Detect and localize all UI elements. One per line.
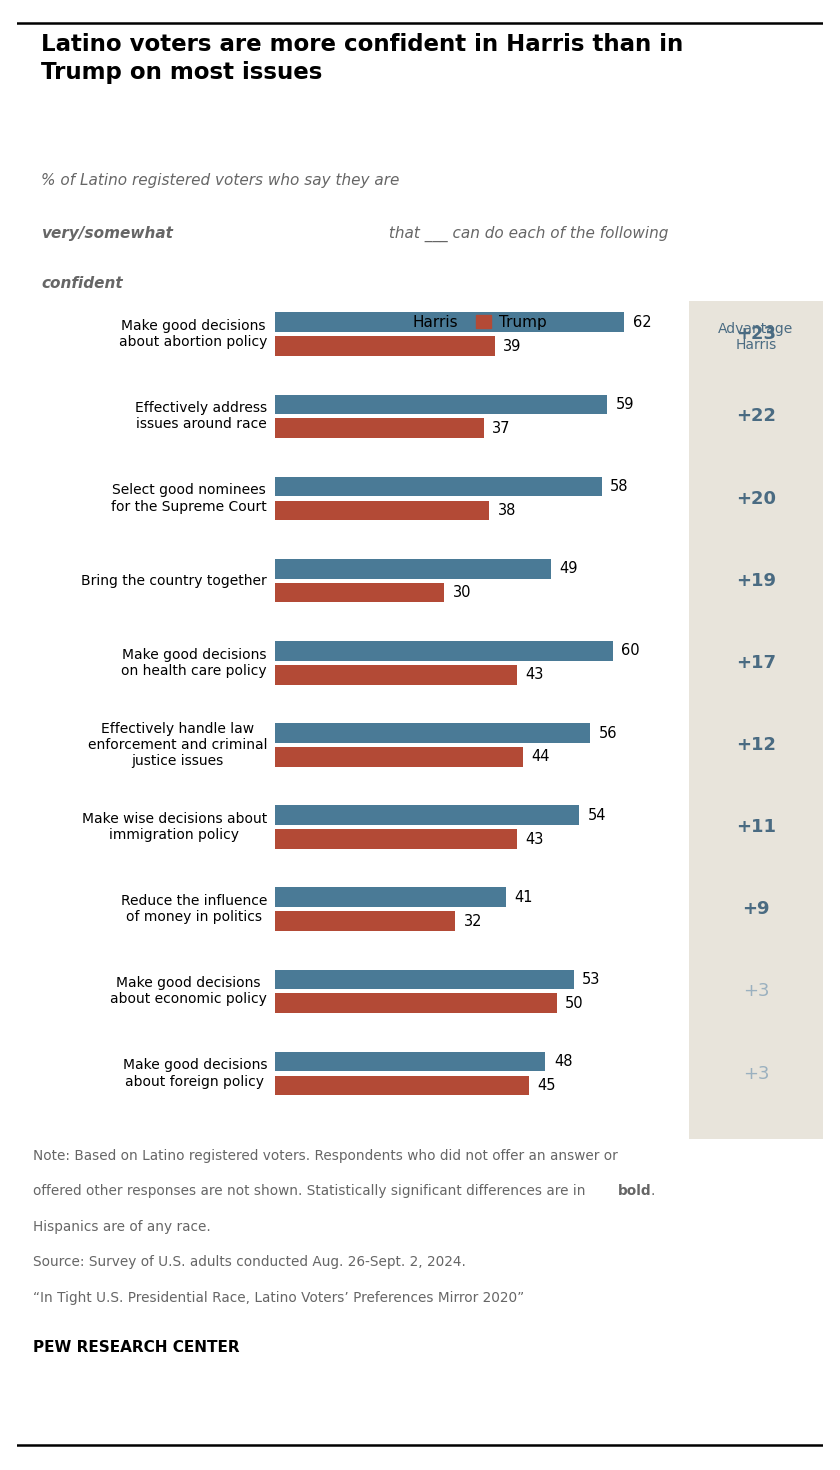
Text: Make wise decisions about
immigration policy: Make wise decisions about immigration po… xyxy=(81,811,267,842)
Text: 30: 30 xyxy=(453,585,471,600)
Bar xyxy=(276,723,591,742)
Text: PEW RESEARCH CENTER: PEW RESEARCH CENTER xyxy=(33,1341,239,1355)
Text: offered other responses are not shown. Statistically significant differences are: offered other responses are not shown. S… xyxy=(33,1183,590,1198)
Text: 58: 58 xyxy=(610,479,628,494)
Text: +23: +23 xyxy=(736,325,776,343)
Text: 53: 53 xyxy=(582,972,601,986)
Bar xyxy=(276,582,444,603)
Text: 38: 38 xyxy=(497,503,516,517)
Bar xyxy=(276,641,613,660)
Bar xyxy=(276,394,607,415)
Bar xyxy=(276,419,484,438)
Text: Latino voters are more confident in Harris than in
Trump on most issues: Latino voters are more confident in Harr… xyxy=(41,34,683,84)
Bar xyxy=(276,501,489,520)
Bar xyxy=(276,829,517,848)
Text: 37: 37 xyxy=(492,420,511,435)
Bar xyxy=(276,994,557,1013)
Bar xyxy=(276,664,517,685)
Text: +22: +22 xyxy=(736,407,776,425)
Text: 59: 59 xyxy=(616,397,634,412)
Text: Make good decisions
about abortion policy: Make good decisions about abortion polic… xyxy=(118,319,267,350)
Text: % of Latino registered voters who say they are: % of Latino registered voters who say th… xyxy=(41,173,404,188)
Bar xyxy=(276,337,495,356)
Text: +11: +11 xyxy=(736,819,776,836)
Text: 39: 39 xyxy=(503,338,522,354)
Text: 44: 44 xyxy=(532,750,550,764)
Text: 62: 62 xyxy=(633,315,651,329)
Text: 43: 43 xyxy=(526,832,544,847)
Text: Source: Survey of U.S. adults conducted Aug. 26-Sept. 2, 2024.: Source: Survey of U.S. adults conducted … xyxy=(33,1255,466,1269)
Bar xyxy=(276,888,506,907)
Text: +17: +17 xyxy=(736,654,776,672)
Bar xyxy=(276,1076,528,1095)
Text: confident: confident xyxy=(41,276,123,291)
Text: .: . xyxy=(651,1183,655,1198)
Bar xyxy=(276,806,579,825)
Text: Make good decisions
about economic policy: Make good decisions about economic polic… xyxy=(110,976,267,1007)
Text: 48: 48 xyxy=(554,1054,572,1069)
Text: +3: +3 xyxy=(743,1064,769,1082)
Text: 54: 54 xyxy=(588,807,606,823)
Text: 56: 56 xyxy=(599,726,617,741)
Bar xyxy=(276,476,601,497)
Text: that ___ can do each of the following: that ___ can do each of the following xyxy=(384,226,668,243)
Bar xyxy=(276,1051,545,1072)
Text: 43: 43 xyxy=(526,667,544,682)
Text: 45: 45 xyxy=(537,1078,555,1094)
Text: +19: +19 xyxy=(736,572,776,589)
Text: Make good decisions
about foreign policy: Make good decisions about foreign policy xyxy=(123,1058,267,1089)
Text: Effectively address
issues around race: Effectively address issues around race xyxy=(135,401,267,432)
Text: Effectively handle law
enforcement and criminal
justice issues: Effectively handle law enforcement and c… xyxy=(87,722,267,769)
Text: 32: 32 xyxy=(464,914,482,929)
Text: 41: 41 xyxy=(514,889,533,906)
Text: “In Tight U.S. Presidential Race, Latino Voters’ Preferences Mirror 2020”: “In Tight U.S. Presidential Race, Latino… xyxy=(33,1291,524,1304)
Text: 60: 60 xyxy=(622,644,640,659)
Text: +9: +9 xyxy=(743,900,769,919)
Bar xyxy=(276,747,523,767)
Text: Advantage
Harris: Advantage Harris xyxy=(718,322,794,353)
Text: Note: Based on Latino registered voters. Respondents who did not offer an answer: Note: Based on Latino registered voters.… xyxy=(33,1148,617,1163)
Text: +3: +3 xyxy=(743,982,769,1001)
Text: Bring the country together: Bring the country together xyxy=(81,573,267,588)
Text: +20: +20 xyxy=(736,490,776,507)
Text: bold: bold xyxy=(618,1183,652,1198)
Bar xyxy=(276,559,551,579)
Bar xyxy=(276,911,455,931)
Text: very/somewhat: very/somewhat xyxy=(41,226,173,241)
Text: +12: +12 xyxy=(736,736,776,754)
Bar xyxy=(276,970,574,989)
Text: Make good decisions
on health care policy: Make good decisions on health care polic… xyxy=(122,648,267,678)
Legend: Harris, Trump: Harris, Trump xyxy=(383,309,553,337)
Text: 49: 49 xyxy=(559,562,578,576)
Text: Hispanics are of any race.: Hispanics are of any race. xyxy=(33,1220,211,1233)
Text: Reduce the influence
of money in politics: Reduce the influence of money in politic… xyxy=(121,894,267,925)
Text: 50: 50 xyxy=(565,995,584,1011)
Bar xyxy=(276,313,624,332)
Text: Select good nominees
for the Supreme Court: Select good nominees for the Supreme Cou… xyxy=(112,484,267,513)
